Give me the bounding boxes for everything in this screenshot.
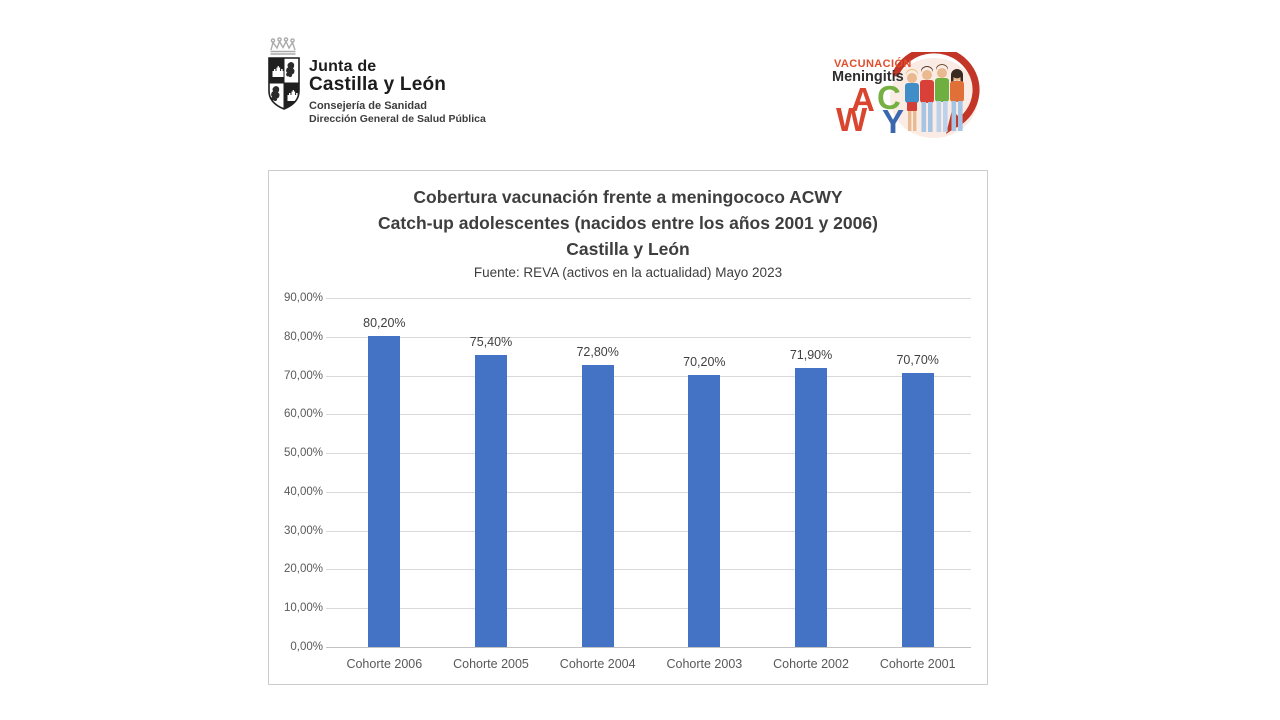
x-category-label: Cohorte 2003 xyxy=(666,657,743,671)
four-people-icon xyxy=(905,64,964,132)
bar-cohorte-2001 xyxy=(901,372,934,647)
bar-slot: 70,70% xyxy=(864,298,971,647)
bar-slot: 70,20% xyxy=(651,298,758,647)
y-axis-labels: 90,00% 80,00% 70,00% 60,00% 50,00% 40,00% 30,0… xyxy=(259,292,323,653)
gridline xyxy=(326,414,971,416)
x-category-label: Cohorte 2006 xyxy=(346,657,423,671)
gridline xyxy=(326,336,971,338)
junta-coat-of-arms-icon xyxy=(268,37,300,110)
acwy-logo-meningitis-text: Meningitis xyxy=(832,69,904,85)
chart-container: Cobertura vacunación frente a meningococ… xyxy=(268,170,988,685)
y-tick-label: 0,00% xyxy=(290,641,323,653)
bar-cohorte-2003 xyxy=(688,374,721,647)
y-tick-label: 60,00% xyxy=(283,408,323,421)
bar-cohorte-2004 xyxy=(581,364,614,647)
chart-title-line1: Cobertura vacunación frente a meningococ… xyxy=(413,187,843,207)
acwy-letter-a: A xyxy=(851,81,875,118)
bar-cohorte-2006 xyxy=(368,336,401,647)
chart-subtitle: Fuente: REVA (activos en la actualidad) … xyxy=(473,265,783,280)
chart-title: Cobertura vacunación frente a meningococ… xyxy=(269,171,987,284)
y-tick-label: 30,00% xyxy=(283,524,323,537)
acwy-logo-graphics xyxy=(890,52,980,138)
gridline xyxy=(326,298,971,299)
plot-area: 90,00% 80,00% 70,00% 60,00% 50,00% 40,00% 30,0… xyxy=(284,292,971,671)
gridline xyxy=(326,530,971,532)
acwy-letter-c: C xyxy=(877,79,901,116)
gridline xyxy=(326,375,971,377)
y-tick-label: 50,00% xyxy=(283,447,323,460)
gridline xyxy=(326,569,971,571)
bar-cohorte-2002 xyxy=(795,368,828,647)
y-tick-label: 10,00% xyxy=(283,602,323,615)
junta-org-name-line1: Junta de xyxy=(309,58,377,75)
y-tick-label: 70,00% xyxy=(283,369,323,382)
bar-value-label: 72,80% xyxy=(576,344,619,359)
junta-dept-line1: Consejería de Sanidad xyxy=(309,100,427,112)
x-category-label: Cohorte 2001 xyxy=(879,657,956,671)
bar-value-label: 70,20% xyxy=(683,354,726,369)
y-tick-label: 20,00% xyxy=(283,563,323,576)
bar-cohorte-2005 xyxy=(475,354,507,647)
gridline xyxy=(326,608,971,610)
bar-value-label: 75,40% xyxy=(469,334,513,349)
y-tick-label: 90,00% xyxy=(283,292,323,304)
bar-value-label: 71,90% xyxy=(789,348,833,363)
chart-title-line2: Catch-up adolescentes (nacidos entre los… xyxy=(378,213,878,233)
acwy-letter-y: Y xyxy=(882,103,905,140)
bar-slot: 72,80% xyxy=(544,298,651,647)
bar-slot: 75,40% xyxy=(438,298,545,647)
x-category-label: Cohorte 2005 xyxy=(453,657,529,671)
x-category-label: Cohorte 2002 xyxy=(773,657,849,671)
gridline xyxy=(326,491,971,493)
y-tick-label: 40,00% xyxy=(283,485,323,498)
x-category-label: Cohorte 2004 xyxy=(559,657,636,671)
bar-slot: 80,20% xyxy=(331,298,438,647)
junta-dept-line2: Dirección General de Salud Pública xyxy=(309,113,486,125)
junta-org-name-line2: Castilla y León xyxy=(309,74,447,95)
y-tick-label: 80,00% xyxy=(283,330,323,343)
gridlines-layer xyxy=(326,298,971,648)
acwy-logo-vacunacion-text: VACUNACIÓN xyxy=(834,58,912,70)
chart-title-line3: Castilla y León xyxy=(566,239,690,259)
bar-value-label: 80,20% xyxy=(363,316,406,331)
bar-slot: 71,90% xyxy=(758,298,865,647)
x-axis-line xyxy=(326,647,971,648)
junta-text-block: Junta de Castilla y León Consejería de S… xyxy=(309,58,486,125)
junta-castilla-leon-logo: Junta de Castilla y León Consejería de S… xyxy=(266,37,486,125)
acwy-letter-w: W xyxy=(836,101,868,138)
bar-value-label: 70,70% xyxy=(896,352,939,367)
x-axis-labels: Cohorte 2006 Cohorte 2005 Cohorte 2004 Coho… xyxy=(331,657,971,671)
gridline xyxy=(326,453,971,455)
bars-layer: 80,20% 75,40% 72,80% 70,20% 71,90% 70,70% xyxy=(331,298,971,647)
